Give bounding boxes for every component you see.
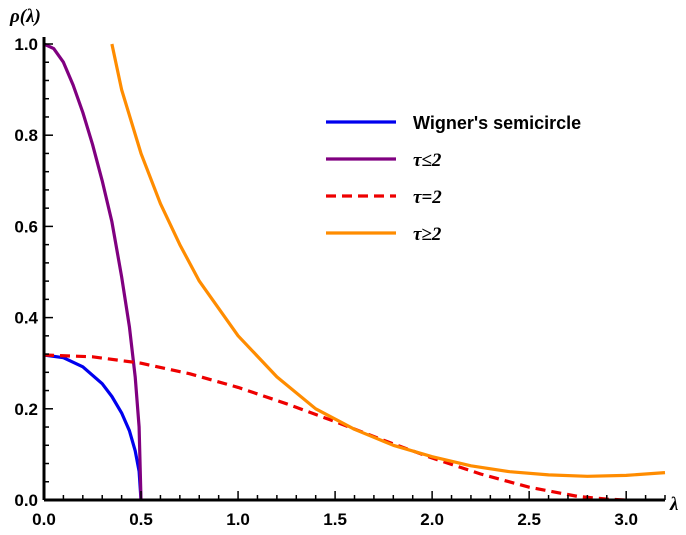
y-tick-label: 0.2 [14,400,38,419]
series-line-0 [43,353,143,501]
plot-marks [43,42,666,502]
y-tick-label: 0.0 [14,491,38,510]
x-tick-label: 2.0 [420,510,444,529]
y-axis-label: ρ(λ) [9,6,41,27]
y-tick-label: 1.0 [14,35,38,54]
x-tick-label: 2.5 [517,510,541,529]
series-line-2 [43,353,627,502]
y-tick-label: 0.4 [14,309,38,328]
legend-label: τ≤2 [413,150,442,171]
y-tick-label: 0.6 [14,217,38,236]
series-line-1 [43,42,143,501]
legend-label: τ=2 [413,187,442,208]
x-tick-label: 1.5 [323,510,347,529]
x-axis-label: λ [669,494,678,515]
x-tick-label: 3.0 [614,510,638,529]
x-tick-label: 0.5 [129,510,153,529]
legend-label: Wigner's semicircle [413,113,581,133]
series-line-3 [110,43,666,478]
x-tick-label: 0.0 [32,510,56,529]
ticks: 0.0 0.5 1.0 1.5 2.0 2.5 3.0 0.0 0.2 0.4 0.6 0.8 1.0 [14,35,666,529]
legend: Wigner's semicircle τ≤2 τ=2 τ≥2 [326,113,581,245]
legend-label: τ≥2 [413,224,442,245]
x-tick-label: 1.0 [226,510,250,529]
y-tick-label: 0.8 [14,126,38,145]
